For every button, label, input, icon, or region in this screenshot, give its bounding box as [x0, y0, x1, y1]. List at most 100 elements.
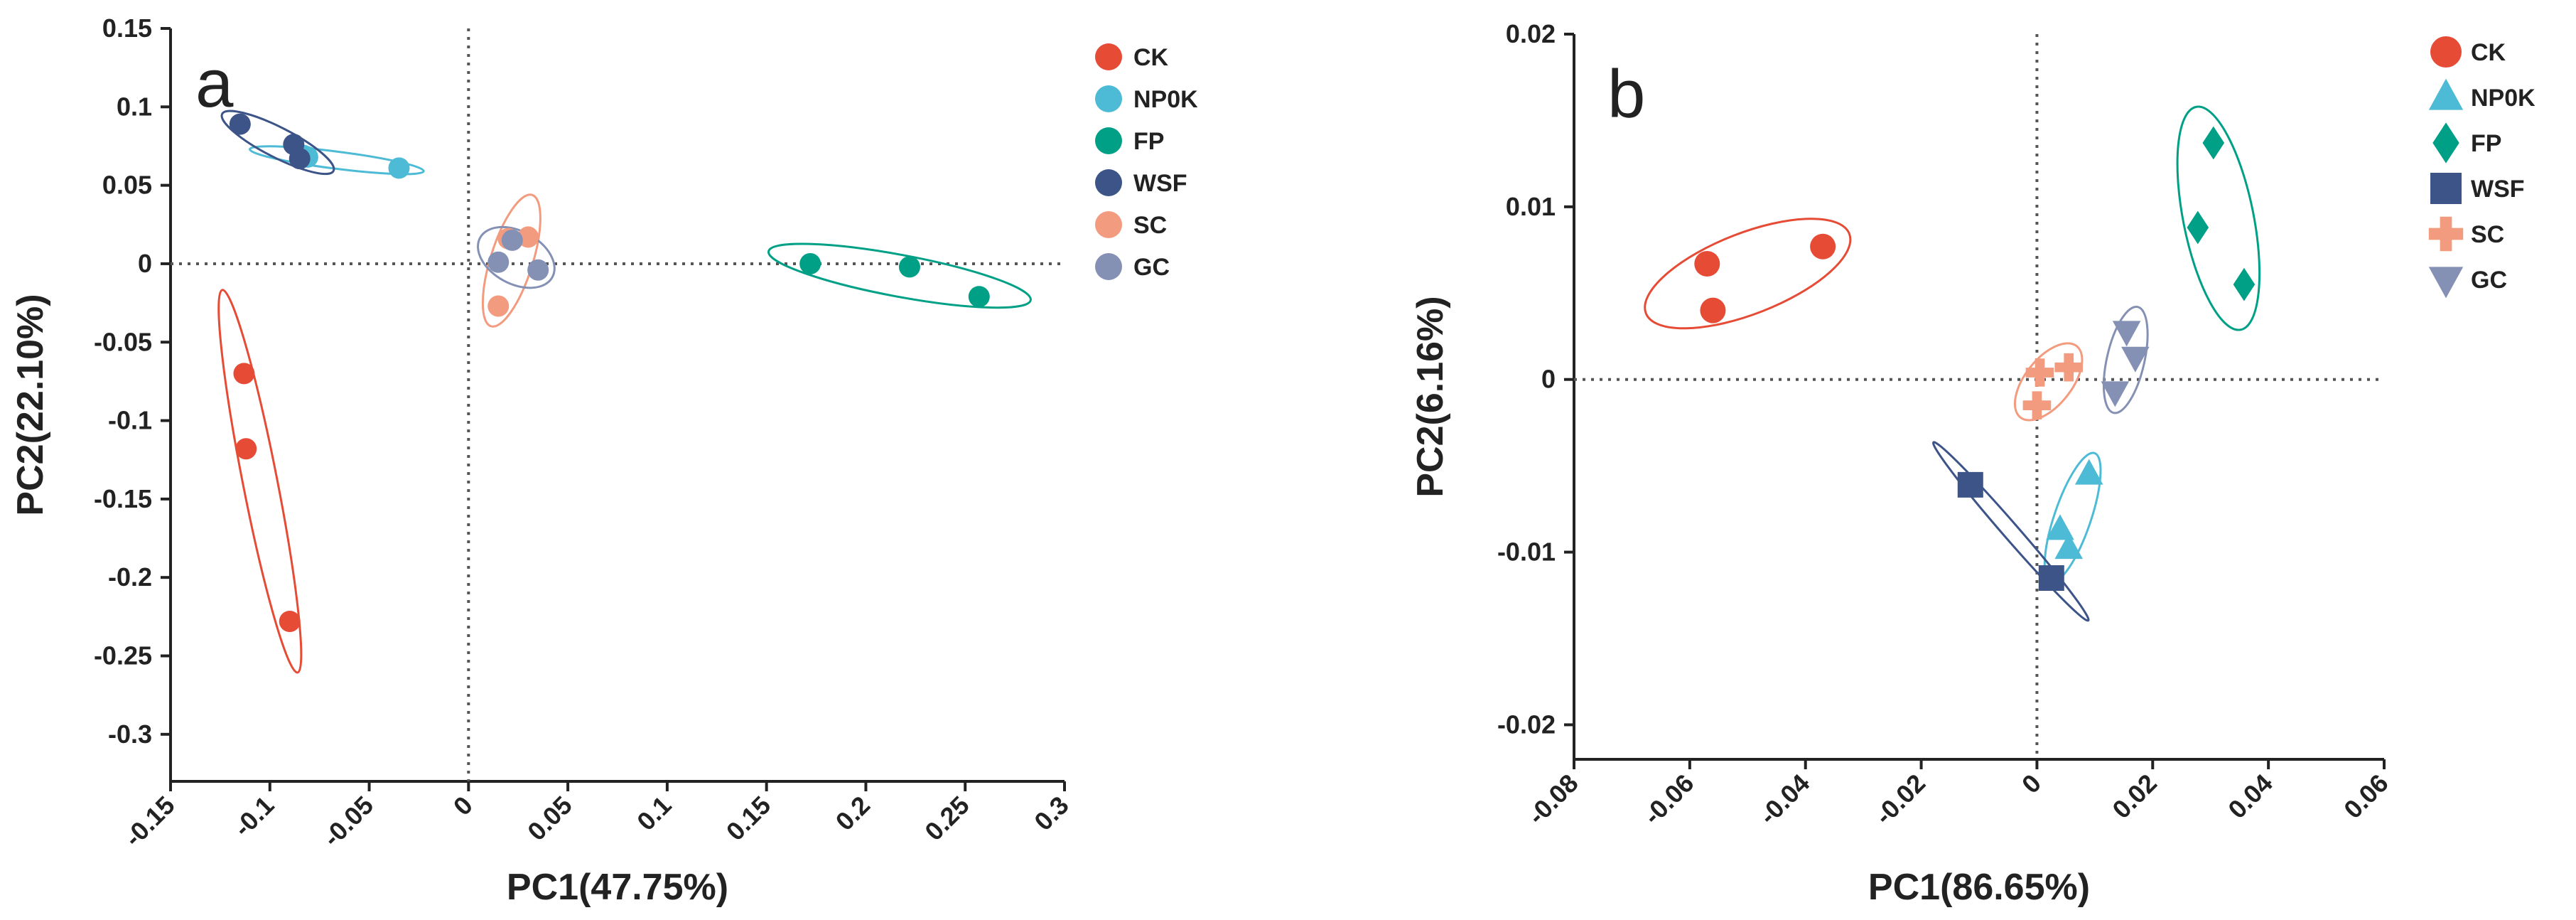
- data-point-np0k: [2046, 514, 2074, 540]
- data-point-wsf: [229, 113, 251, 135]
- x-tick-label: 0.05: [522, 791, 578, 847]
- x-tick-label: -0.04: [1753, 769, 1815, 830]
- data-point-gc: [487, 251, 510, 273]
- legend-label-ck: CK: [2471, 39, 2506, 66]
- group-ellipse-gc: [2102, 305, 2149, 414]
- legend: CK NP0K FP WSF SC GC: [2428, 36, 2535, 299]
- data-point-gc: [2121, 346, 2150, 373]
- data-point-fp: [2187, 210, 2209, 245]
- data-point-gc: [501, 229, 523, 251]
- legend-label-sc: SC: [2471, 221, 2504, 248]
- data-point-ck: [1810, 233, 1836, 260]
- group-ellipse-wsf: [1932, 441, 2090, 622]
- legend-marker-sc: [2428, 216, 2464, 252]
- data-point-ck: [279, 610, 301, 632]
- legend-marker-gc: [1095, 253, 1122, 280]
- panel-letter: b: [1607, 56, 1645, 132]
- data-point-wsf: [2038, 565, 2064, 591]
- legend-label-np0k: NP0K: [2471, 85, 2535, 112]
- x-tick-label: 0.06: [2338, 769, 2394, 825]
- data-point-ck: [233, 363, 255, 385]
- legend: CK NP0K FP WSF SC GC: [1095, 43, 1198, 281]
- group-ellipse-wsf: [220, 109, 335, 176]
- x-axis-title: PC1(47.75%): [507, 867, 728, 908]
- legend-label-gc: GC: [2471, 267, 2507, 294]
- data-point-sc: [517, 226, 539, 248]
- group-ellipse-sc: [2013, 342, 2084, 422]
- panel-letter: a: [195, 46, 234, 122]
- x-tick-label: 0.3: [1028, 791, 1074, 836]
- group-ellipse-ck: [1644, 218, 1852, 330]
- group-ellipse-ck: [217, 289, 303, 674]
- group-ellipse-np0k: [249, 145, 425, 176]
- group-ellipse-fp: [2176, 105, 2261, 331]
- x-tick-label: -0.02: [1869, 769, 1931, 830]
- x-tick-label: -0.05: [317, 791, 379, 852]
- y-tick-label: 0.01: [1506, 192, 1556, 221]
- data-point-fp: [2202, 126, 2225, 160]
- data-point-ck: [1700, 297, 1726, 323]
- data-point-fp: [898, 256, 920, 278]
- y-axis-title: PC2(6.16%): [1410, 296, 1451, 497]
- x-tick-label: 0.15: [721, 791, 777, 847]
- legend-label-wsf: WSF: [2471, 176, 2525, 203]
- legend-marker-gc: [2428, 267, 2464, 299]
- data-point-np0k: [388, 157, 410, 179]
- y-tick-label: 0: [1541, 365, 1556, 394]
- y-tick-label: -0.2: [108, 562, 152, 592]
- data-point-sc: [2054, 353, 2084, 382]
- x-tick-label: 0.1: [631, 791, 677, 836]
- y-tick-label: -0.25: [94, 641, 152, 670]
- data-point-gc: [527, 259, 549, 281]
- y-tick-label: 0.15: [102, 14, 152, 43]
- x-tick-label: 0: [448, 791, 478, 821]
- x-tick-label: 0.02: [2106, 769, 2162, 825]
- x-tick-label: 0.04: [2222, 769, 2278, 825]
- data-point-np0k: [2074, 459, 2103, 485]
- legend-marker-np0k: [2428, 78, 2464, 110]
- legend-label-gc: GC: [1133, 254, 1170, 281]
- data-point-gc: [2101, 381, 2130, 407]
- data-point-np0k: [2054, 533, 2084, 560]
- y-tick-label: -0.1: [108, 406, 152, 435]
- y-tick-label: -0.15: [94, 484, 152, 513]
- data-point-gc: [2112, 321, 2141, 347]
- x-tick-label: 0.2: [830, 791, 875, 836]
- x-tick-label: 0.25: [919, 791, 975, 847]
- y-tick-label: -0.05: [94, 327, 152, 356]
- x-tick-label: -0.08: [1522, 769, 1584, 830]
- x-tick-label: -0.06: [1637, 769, 1699, 830]
- x-axis-title: PC1(86.65%): [1868, 867, 2090, 908]
- data-point-ck: [235, 438, 257, 460]
- y-tick-label: -0.01: [1497, 537, 1556, 567]
- legend-label-np0k: NP0K: [1133, 86, 1198, 113]
- data-point-wsf: [289, 148, 311, 170]
- data-point-wsf: [1957, 471, 1983, 498]
- legend-marker-fp: [1095, 127, 1122, 154]
- data-point-sc: [2022, 391, 2052, 419]
- data-point-sc: [487, 295, 510, 317]
- y-tick-label: -0.3: [108, 720, 152, 749]
- chart-panel-a: 0.15 0.1 0.05 0 -0.05 -0.1 -0.15 -0.2 -0.25 -0.3 -…: [10, 14, 1198, 908]
- legend-marker-sc: [1095, 211, 1122, 238]
- legend-marker-wsf: [2430, 173, 2462, 204]
- data-point-ck: [1694, 251, 1720, 277]
- legend-label-wsf: WSF: [1133, 170, 1187, 197]
- legend-marker-fp: [2432, 122, 2459, 164]
- x-tick-label: 0: [2016, 769, 2047, 799]
- legend-marker-ck: [2430, 36, 2462, 68]
- y-tick-label: 0.1: [117, 92, 152, 121]
- legend-marker-wsf: [1095, 169, 1122, 196]
- chart-panel-b: 0.02 0.01 0 -0.01 -0.02 -0.08 -0.06 -0.04 -0.02 0…: [1410, 19, 2535, 908]
- legend-label-sc: SC: [1133, 212, 1167, 239]
- legend-label-fp: FP: [2471, 130, 2501, 157]
- y-tick-label: -0.02: [1497, 710, 1556, 739]
- y-tick-label: 0.05: [102, 171, 152, 200]
- data-point-sc: [2025, 358, 2054, 387]
- x-tick-label: -0.15: [119, 791, 180, 852]
- x-tick-label: -0.1: [228, 791, 280, 843]
- data-point-fp: [799, 252, 821, 274]
- data-point-fp: [2233, 267, 2256, 301]
- y-axis-title: PC2(22.10%): [10, 294, 51, 515]
